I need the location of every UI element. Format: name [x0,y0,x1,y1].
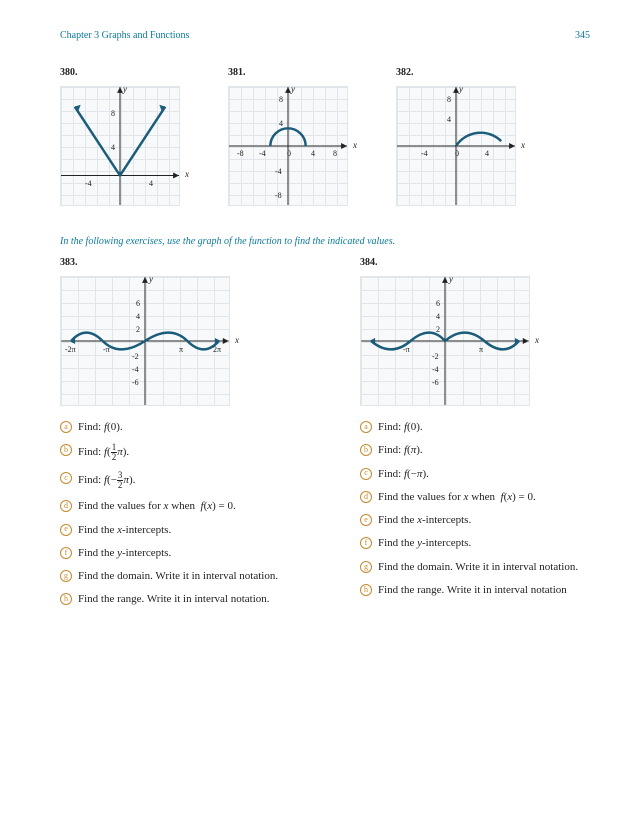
question-b: b Find: f(12π). [60,443,290,462]
question-d: d Find the values for x when f(x) = 0. [60,499,290,513]
problem-column-384: 384. y x -ππ 2 4 6 -2 -4 -6 a Find: f(0).… [360,257,590,616]
question-letter-icon: h [360,584,372,596]
question-h: h Find the range. Write it in interval no… [360,583,590,597]
question-text: Find the range. Write it in interval not… [378,583,567,597]
problem-number: 380. [60,67,180,78]
question-f: f Find the y-intercepts. [360,536,590,550]
question-text: Find: f(−π). [378,467,429,481]
x-axis-label: x [521,140,525,150]
page-header: Chapter 3 Graphs and Functions 345 [60,30,590,41]
graph-0: y x -4448 [60,86,180,206]
question-letter-icon: d [60,500,72,512]
question-letter-icon: b [360,444,372,456]
question-text: Find: f(π). [378,443,423,457]
problem-382: 382. y x -44480 [396,67,516,206]
question-text: Find: f(0). [78,420,123,434]
graph-1: y x -8-448 84-4-8 0 [228,86,348,206]
question-text: Find the y-intercepts. [78,546,171,560]
question-a: a Find: f(0). [60,420,290,434]
question-letter-icon: f [60,547,72,559]
question-b: b Find: f(π). [360,443,590,457]
question-letter-icon: e [360,514,372,526]
sine-graph-1: y x -ππ 2 4 6 -2 -4 -6 [360,276,530,406]
question-c: c Find: f(−π). [360,467,590,481]
question-letter-icon: b [60,444,72,456]
question-letter-icon: d [360,491,372,503]
question-letter-icon: g [360,561,372,573]
question-letter-icon: c [60,472,72,484]
question-text: Find the values for x when f(x) = 0. [78,499,236,513]
x-axis-label: x [353,140,357,150]
question-text: Find the x-intercepts. [378,513,471,527]
question-c: c Find: f(−32π). [60,471,290,490]
graph-2: y x -44480 [396,86,516,206]
question-letter-icon: h [60,593,72,605]
problem-number: 384. [360,257,590,268]
question-text: Find: f(12π). [78,443,129,462]
question-letter-icon: e [60,524,72,536]
question-text: Find the range. Write it in interval not… [78,592,270,606]
problem-381: 381. y x -8-448 84-4-8 0 [228,67,348,206]
problem-number: 382. [396,67,516,78]
question-text: Find the domain. Write it in interval no… [78,569,278,583]
question-d: d Find the values for x when f(x) = 0. [360,490,590,504]
question-g: g Find the domain. Write it in interval n… [360,560,590,574]
question-text: Find: f(0). [378,420,423,434]
question-g: g Find the domain. Write it in interval n… [60,569,290,583]
question-letter-icon: a [60,421,72,433]
question-f: f Find the y-intercepts. [60,546,290,560]
question-list: a Find: f(0). b Find: f(π). c Find: f(−π). d Fi… [360,420,590,597]
x-axis-label: x [185,169,189,179]
question-text: Find the y-intercepts. [378,536,471,550]
chapter-title: Chapter 3 Graphs and Functions [60,30,189,41]
question-text: Find the values for x when f(x) = 0. [378,490,536,504]
problem-380: 380. y x -4448 [60,67,180,206]
sine-graph-0: y x -2π-ππ2π 2 4 6 -2 -4 -6 [60,276,230,406]
page-number: 345 [575,30,590,41]
problem-number: 381. [228,67,348,78]
question-text: Find the domain. Write it in interval no… [378,560,578,574]
x-axis-label: x [235,335,239,345]
question-letter-icon: f [360,537,372,549]
problem-column-383: 383. y x -2π-ππ2π 2 4 6 -2 -4 -6 a Find: … [60,257,290,616]
question-e: e Find the x-intercepts. [360,513,590,527]
question-text: Find the x-intercepts. [78,523,171,537]
question-letter-icon: g [60,570,72,582]
question-a: a Find: f(0). [360,420,590,434]
question-letter-icon: c [360,468,372,480]
top-problems-row: 380. y x -4448 381. y x [60,67,590,206]
problem-number: 383. [60,257,290,268]
question-h: h Find the range. Write it in interval no… [60,592,290,606]
question-letter-icon: a [360,421,372,433]
exercise-instructions: In the following exercises, use the grap… [60,236,590,247]
bottom-problems-row: 383. y x -2π-ππ2π 2 4 6 -2 -4 -6 a Find: … [60,257,590,616]
question-e: e Find the x-intercepts. [60,523,290,537]
x-axis-label: x [535,335,539,345]
question-list: a Find: f(0). b Find: f(12π). c Find: f(−32π)… [60,420,290,607]
question-text: Find: f(−32π). [78,471,135,490]
